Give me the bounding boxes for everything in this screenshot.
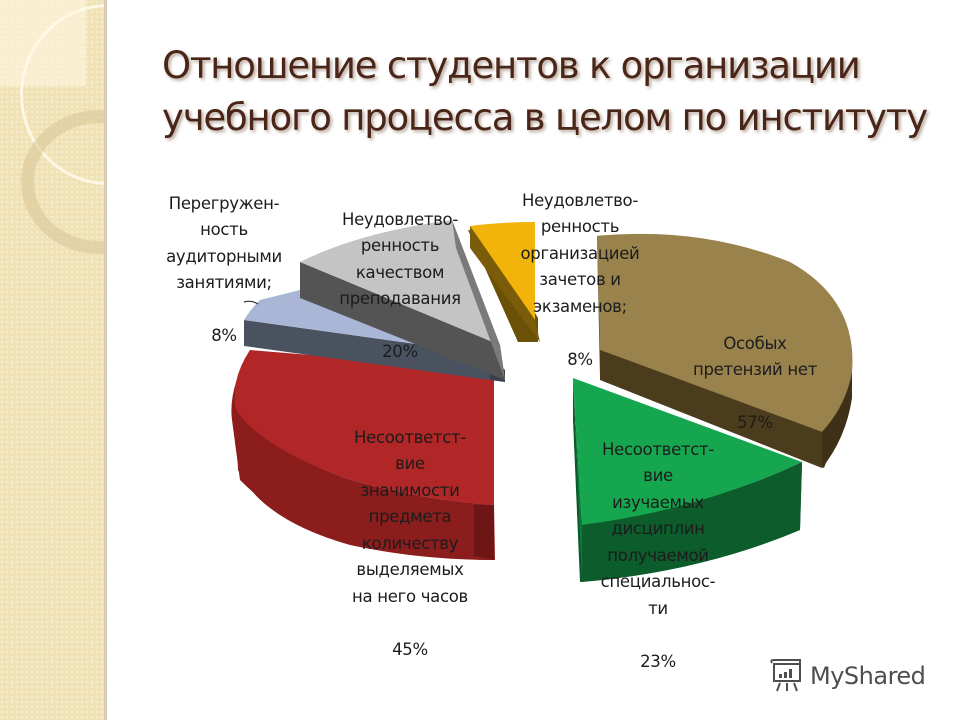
label-disciplines: Несоответст- вие изучаемых дисциплин пол… <box>578 410 738 675</box>
label-overload-value: 8% <box>211 326 237 345</box>
slice-teaching <box>300 220 505 380</box>
label-teaching: Неудовлетво- ренность качеством преподав… <box>320 180 480 366</box>
watermark-text: MyShared <box>810 662 926 690</box>
slide-title-line-1: Отношение студентов к организации <box>162 44 861 87</box>
slice-exams <box>468 222 540 342</box>
label-exams: Неудовлетво- ренность организацией зачет… <box>500 161 660 373</box>
label-hours: Несоответст- вие значимости предмета кол… <box>330 398 490 663</box>
label-teaching-value: 20% <box>382 342 418 361</box>
label-disciplines-value: 23% <box>640 651 676 671</box>
label-no-claims-value: 57% <box>737 413 773 432</box>
label-exams-text: Неудовлетво- ренность организацией зачет… <box>520 190 640 316</box>
label-overload-text: Перегружен- ность аудиторными занятиями; <box>166 193 282 293</box>
label-exams-value: 8% <box>567 349 593 369</box>
leader-line <box>243 300 259 305</box>
label-hours-text: Несоответст- вие значимости предмета кол… <box>352 427 468 606</box>
label-hours-value: 45% <box>392 639 428 659</box>
slide-title-line-2: учебного процесса в целом по институту <box>162 96 928 139</box>
label-overload: Перегружен- ность аудиторными занятиями;… <box>150 164 298 350</box>
label-disciplines-text: Несоответст- вие изучаемых дисциплин пол… <box>600 439 716 618</box>
myshared-watermark: MyShared <box>768 656 926 696</box>
label-no-claims-text: Особых претензий нет <box>692 333 818 380</box>
slice-no-claims <box>597 233 853 468</box>
slide-side-decoration <box>0 0 107 720</box>
slice-disciplines <box>573 378 802 582</box>
label-no-claims: Особых претензий нет 57% <box>670 304 840 437</box>
slide-title: Отношение студентов к организации учебно… <box>162 40 942 144</box>
presentation-board-icon <box>770 659 801 692</box>
label-teaching-text: Неудовлетво- ренность качеством преподав… <box>339 209 461 309</box>
slice-hours <box>231 350 495 560</box>
